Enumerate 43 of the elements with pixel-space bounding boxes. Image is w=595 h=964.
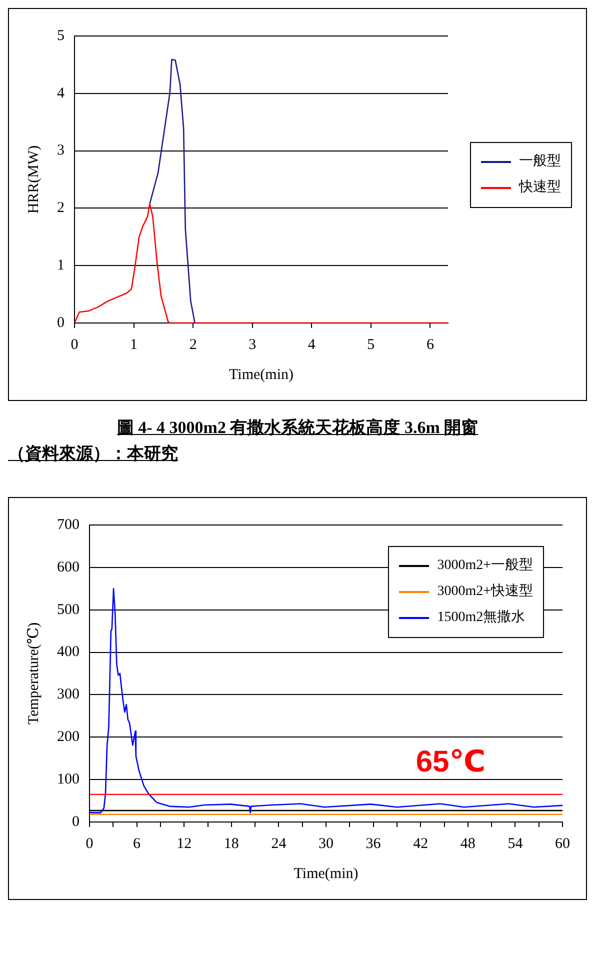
y-tick-label: 600 [57,559,80,576]
ref-line-label: 65℃ [416,746,486,779]
x-tick-label: 42 [413,836,428,852]
y-tick-label: 4 [57,85,65,102]
x-axis-title: Time(min) [294,866,358,882]
legend-label: 3000m2+快速型 [437,582,533,601]
x-tick-label: 1 [130,336,138,353]
x-tick-label: 30 [318,836,334,852]
y-axis-title: Temperature(℃) [26,622,42,725]
x-axis-title: Time(min) [229,366,294,383]
x-tick-label: 4 [308,336,316,353]
x-tick-label: 0 [86,836,94,852]
y-tick-label: 0 [72,814,80,830]
y-tick-label: 0 [57,314,64,331]
y-tick-label: 700 [57,516,80,533]
x-tick-label: 5 [367,336,375,353]
x-tick-label: 3 [248,336,256,353]
x-tick-label: 12 [176,836,192,852]
x-tick-label: 48 [460,836,476,852]
x-tick-label: 60 [555,836,570,852]
x-tick-label: 6 [133,836,142,852]
y-tick-label: 500 [57,602,80,618]
legend-label: 1500m2無撒水 [437,608,526,627]
text: （資料來源）：本研究 [8,444,178,463]
y-tick-label: 2 [57,200,64,216]
x-tick-label: 36 [366,836,382,852]
y-tick-label: 100 [57,772,80,788]
legend-label: 3000m2+一般型 [437,556,533,575]
legend-label: 快速型 [519,178,561,196]
x-tick-label: 6 [426,336,434,353]
x-tick-label: 54 [508,836,524,852]
x-tick-label: 24 [271,836,287,852]
y-tick-label: 300 [57,686,80,703]
y-tick-label: 1 [57,258,64,274]
x-tick-label: 18 [224,836,239,852]
y-tick-label: 200 [57,729,80,746]
y-axis-title: HRR(MW) [26,145,42,214]
y-tick-label: 5 [57,28,64,44]
x-tick-label: 2 [189,336,197,353]
legend-label: 一般型 [519,152,561,170]
y-tick-label: 3 [57,142,64,159]
caption: 圖 4- 4 3000m2 有撒水系統天花板高度 3.6m 開窗 [116,418,478,437]
y-tick-label: 400 [57,644,80,660]
